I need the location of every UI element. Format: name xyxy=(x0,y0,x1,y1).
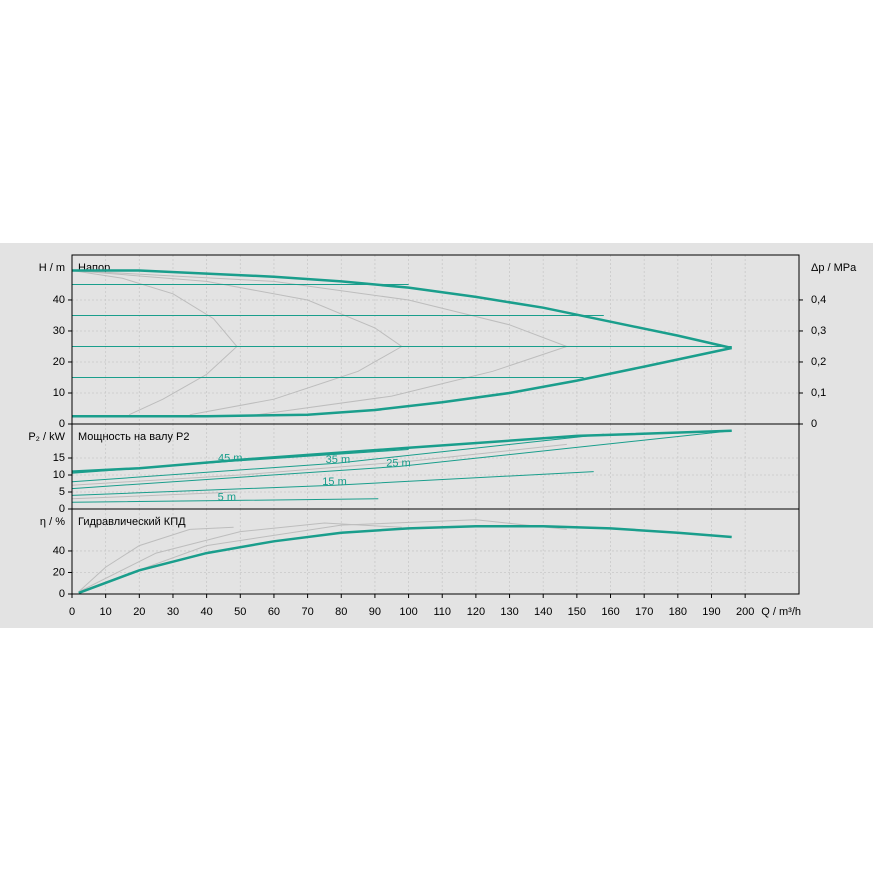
x-tick-label: 10 xyxy=(100,606,112,618)
x-tick-label: 160 xyxy=(601,606,619,618)
line xyxy=(78,524,732,595)
line xyxy=(71,433,604,483)
x-tick-label: 30 xyxy=(167,606,179,618)
y-tick-label: 0 xyxy=(59,588,65,600)
y2-tick-label: 0,4 xyxy=(811,294,826,306)
y-tick-label: 5 xyxy=(59,486,65,498)
plot-frame xyxy=(71,508,800,595)
y-axis-label: H / m xyxy=(39,262,65,274)
x-tick-label: 120 xyxy=(467,606,485,618)
x-tick-label: 150 xyxy=(568,606,586,618)
line xyxy=(71,429,732,473)
line xyxy=(71,491,237,500)
x-tick-label: 40 xyxy=(201,606,213,618)
y-tick-label: 20 xyxy=(53,566,65,578)
x-axis-label: Q / m³/h xyxy=(761,606,801,618)
y-tick-label: 10 xyxy=(53,387,65,399)
y2-tick-label: 0 xyxy=(811,418,817,430)
y-tick-label: 0 xyxy=(59,418,65,430)
line xyxy=(71,498,379,503)
line xyxy=(72,269,732,350)
y-axis-label: P₂ / kW xyxy=(28,431,65,443)
line xyxy=(72,346,732,418)
y-tick-label: 20 xyxy=(53,356,65,368)
x-tick-label: 60 xyxy=(268,606,280,618)
y-tick-label: 40 xyxy=(53,545,65,557)
y-tick-label: 30 xyxy=(53,325,65,337)
y-tick-label: 40 xyxy=(53,294,65,306)
line-label: 35 m xyxy=(326,454,350,466)
y-tick-label: 10 xyxy=(53,469,65,481)
line-label: 25 m xyxy=(386,457,410,469)
line-label: 15 m xyxy=(322,476,346,488)
x-tick-label: 50 xyxy=(234,606,246,618)
line xyxy=(71,443,567,486)
x-tick-label: 180 xyxy=(669,606,687,618)
line xyxy=(71,270,238,416)
x-tick-label: 110 xyxy=(433,606,451,618)
y-axis-label: η / % xyxy=(40,516,65,528)
y-tick-label: 0 xyxy=(59,503,65,515)
x-tick-label: 100 xyxy=(399,606,417,618)
x-tick-label: 70 xyxy=(301,606,313,618)
x-tick-label: 90 xyxy=(369,606,381,618)
x-tick-label: 20 xyxy=(133,606,145,618)
line xyxy=(78,519,567,593)
x-tick-label: 190 xyxy=(702,606,720,618)
panel-title: Гидравлический КПД xyxy=(78,516,186,528)
y-tick-label: 15 xyxy=(53,452,65,464)
y2-tick-label: 0,3 xyxy=(811,325,826,337)
line xyxy=(71,430,732,490)
y2-tick-label: 0,1 xyxy=(811,387,826,399)
panel-title: Мощность на валу P2 xyxy=(78,431,190,443)
x-tick-label: 80 xyxy=(335,606,347,618)
y2-tick-label: 0,2 xyxy=(811,356,826,368)
y2-axis-label: Δp / MPa xyxy=(811,262,857,274)
line xyxy=(71,471,594,496)
line xyxy=(78,526,234,593)
x-tick-label: 170 xyxy=(635,606,653,618)
line-label: 5 m xyxy=(218,491,236,503)
x-tick-label: 130 xyxy=(500,606,518,618)
x-tick-label: 200 xyxy=(736,606,754,618)
x-tick-label: 0 xyxy=(69,606,75,618)
x-tick-label: 140 xyxy=(534,606,552,618)
